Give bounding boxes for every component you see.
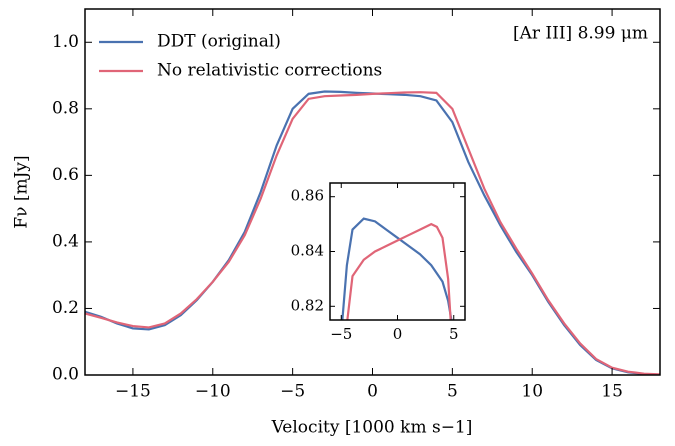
x-tick-label: 5 (447, 382, 458, 402)
x-axis-label: Velocity [1000 km s−1] (271, 418, 473, 438)
y-tick-label: 0.2 (52, 298, 79, 318)
x-tick-label: 0 (393, 325, 403, 343)
x-tick-label: 15 (601, 382, 623, 402)
y-tick-label: 0.8 (52, 98, 79, 118)
y-tick-label: 0.86 (291, 187, 324, 205)
plot-frame (84, 8, 661, 376)
x-tick-label: 5 (449, 325, 459, 343)
x-tick-label: 10 (521, 382, 543, 402)
y-tick-label: 0.84 (291, 242, 324, 260)
y-tick-label: 0.6 (52, 165, 79, 185)
x-tick-label: −5 (330, 325, 352, 343)
plot-background (330, 183, 465, 320)
x-tick-label: −15 (115, 382, 151, 402)
inset: −5 0 5 0.82 0.84 0.86 (291, 182, 466, 343)
annotation: [Ar III] 8.99 μm (513, 24, 648, 44)
x-tick-label: −5 (280, 382, 305, 402)
series-line (346, 222, 452, 320)
series-line (85, 91, 660, 375)
y-tick-label: 1.0 (52, 32, 79, 52)
y-tick-label: 0.4 (52, 231, 79, 251)
y-axis-label: Fν [mJy] (12, 155, 32, 228)
x-tick-label: 0 (367, 382, 378, 402)
series-line (341, 217, 453, 320)
x-tick-label: −10 (195, 382, 231, 402)
y-tick-label: 0.82 (291, 296, 324, 314)
plot-frame (329, 182, 466, 321)
y-tick-label: 0.0 (52, 365, 79, 385)
legend-label: DDT (original) (157, 32, 281, 52)
legend-label: No relativistic corrections (157, 61, 382, 81)
